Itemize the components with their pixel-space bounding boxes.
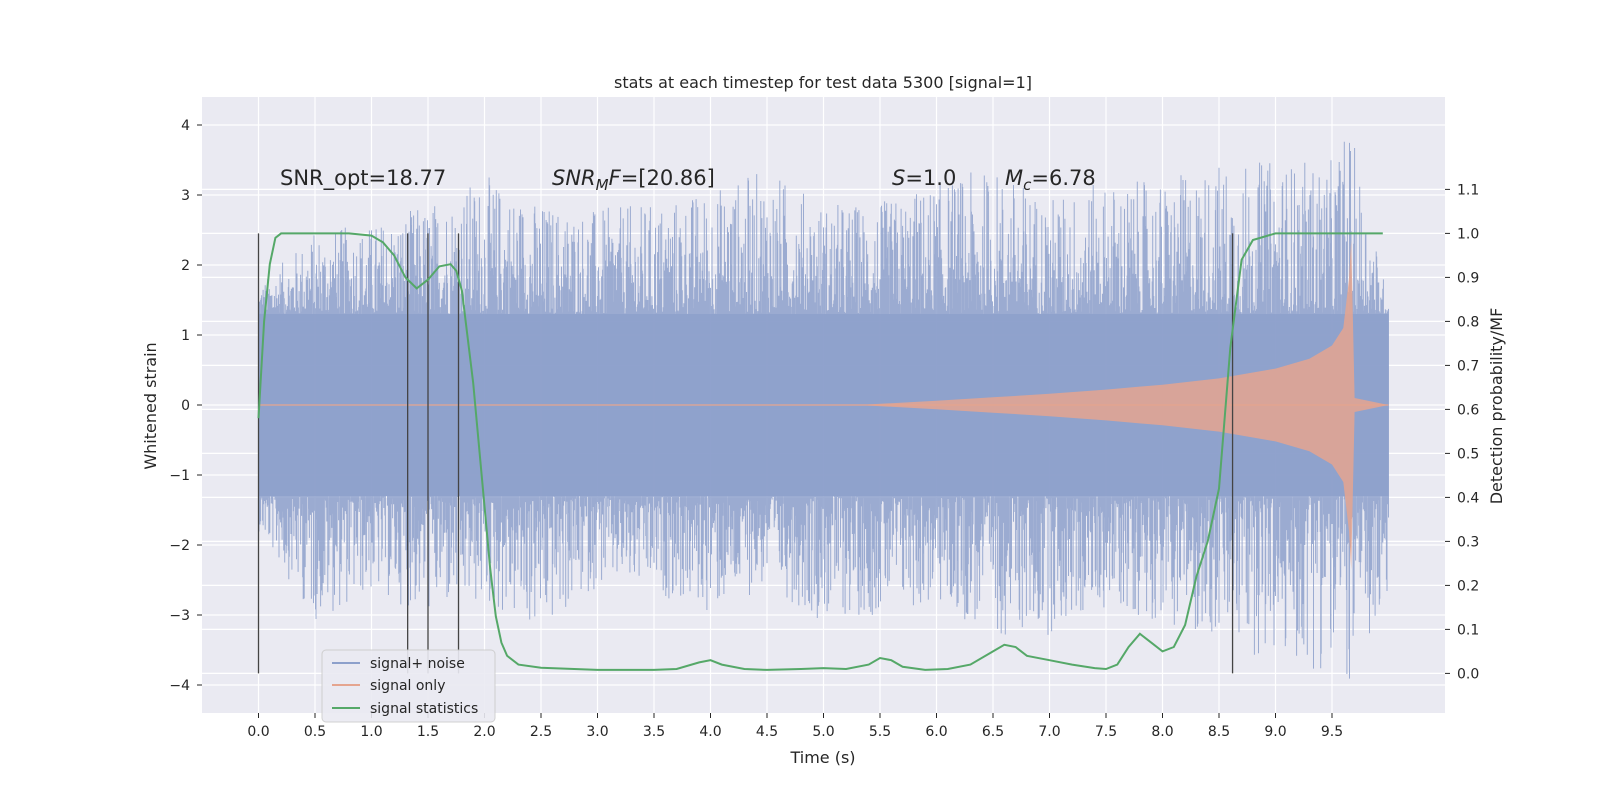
annotation-mc: Mc=6.78 <box>1005 166 1096 194</box>
x-tick-label-14: 7.0 <box>1038 724 1060 740</box>
y-axis-label: Whitened strain <box>141 342 160 469</box>
y-tick-label-0: 4 <box>181 118 190 134</box>
y2-tick-label-2: 0.9 <box>1457 270 1479 286</box>
legend-label-signal-statistics: signal statistics <box>370 701 478 717</box>
x-axis-label: Time (s) <box>789 748 855 767</box>
legend: signal+ noise signal only signal statist… <box>321 649 496 723</box>
x-tick-label-13: 6.5 <box>982 724 1004 740</box>
mc-value: =6.78 <box>1031 166 1095 190</box>
annotation-snr-mf: SNRMF=[20.86] <box>552 166 715 194</box>
x-tick-label-8: 4.0 <box>699 724 721 740</box>
snr-mf-tail: F <box>609 166 622 190</box>
x-tick-label-2: 1.0 <box>360 724 382 740</box>
x-axis-ticks: 0.0 0.5 1.0 1.5 2.0 2.5 3.0 3.5 4.0 4.5 5.0 5.5 6.0 6… <box>247 713 1343 740</box>
x-tick-label-7: 3.5 <box>643 724 665 740</box>
x-tick-label-15: 7.5 <box>1095 724 1117 740</box>
y-tick-label-4: 0 <box>181 398 190 414</box>
x-tick-label-17: 8.5 <box>1208 724 1230 740</box>
y-axis-ticks: 4 3 2 1 0 −1 −2 −3 −4 <box>169 118 202 694</box>
x-tick-label-19: 9.5 <box>1321 724 1343 740</box>
snr-mf-sub: M <box>596 176 609 194</box>
legend-label-signal-noise: signal+ noise <box>370 656 465 672</box>
legend-box <box>321 649 496 723</box>
y2-tick-label-0: 1.1 <box>1457 182 1479 198</box>
y2-tick-label-10: 0.1 <box>1457 622 1479 638</box>
y-tick-label-1: 3 <box>181 188 190 204</box>
y2-tick-label-3: 0.8 <box>1457 314 1479 330</box>
y-tick-label-6: −2 <box>169 538 190 554</box>
snr-mf-italic: SNR <box>552 166 596 190</box>
annotation-s: S=1.0 <box>892 166 956 190</box>
y-tick-label-7: −3 <box>169 608 190 624</box>
x-tick-label-10: 5.0 <box>812 724 834 740</box>
legend-label-signal-only: signal only <box>370 678 445 694</box>
y-tick-label-3: 1 <box>181 328 190 344</box>
x-tick-label-3: 1.5 <box>417 724 439 740</box>
x-tick-label-1: 0.5 <box>304 724 326 740</box>
mc-italic: M <box>1005 166 1023 190</box>
series-signal-statistics <box>257 232 1383 671</box>
x-tick-label-16: 8.0 <box>1151 724 1173 740</box>
annotation-snr-opt: SNR_opt=18.77 <box>280 166 446 191</box>
y2-tick-label-6: 0.5 <box>1457 446 1479 462</box>
s-italic: S <box>892 166 905 190</box>
x-tick-label-18: 9.0 <box>1264 724 1286 740</box>
y2-tick-label-8: 0.3 <box>1457 534 1479 550</box>
y-tick-label-8: −4 <box>169 678 190 694</box>
x-tick-label-0: 0.0 <box>247 724 269 740</box>
x-tick-label-6: 3.0 <box>586 724 608 740</box>
x-tick-label-12: 6.0 <box>925 724 947 740</box>
y2-tick-label-1: 1.0 <box>1457 226 1479 242</box>
y2-tick-label-9: 0.2 <box>1457 578 1479 594</box>
y2-tick-label-11: 0.0 <box>1457 666 1479 682</box>
x-tick-label-5: 2.5 <box>530 724 552 740</box>
y-tick-label-5: −1 <box>169 468 190 484</box>
x-tick-label-4: 2.0 <box>473 724 495 740</box>
x-tick-label-9: 4.5 <box>756 724 778 740</box>
y2-axis-label: Detection probability/MF <box>1487 308 1506 505</box>
y2-tick-label-4: 0.7 <box>1457 358 1479 374</box>
x-tick-label-11: 5.5 <box>869 724 891 740</box>
vertical-markers <box>257 233 1234 674</box>
chart-title: stats at each timestep for test data 530… <box>614 73 1032 92</box>
snr-mf-value: =[20.86] <box>621 166 715 190</box>
y2-tick-label-5: 0.6 <box>1457 402 1479 418</box>
s-value: =1.0 <box>905 166 956 190</box>
y2-tick-label-7: 0.4 <box>1457 490 1479 506</box>
y2-axis-ticks: 1.1 1.0 0.9 0.8 0.7 0.6 0.5 0.4 0.3 0.2 0.1 0.0 <box>1445 182 1479 682</box>
y-tick-label-2: 2 <box>181 258 190 274</box>
mc-sub: c <box>1023 176 1032 194</box>
